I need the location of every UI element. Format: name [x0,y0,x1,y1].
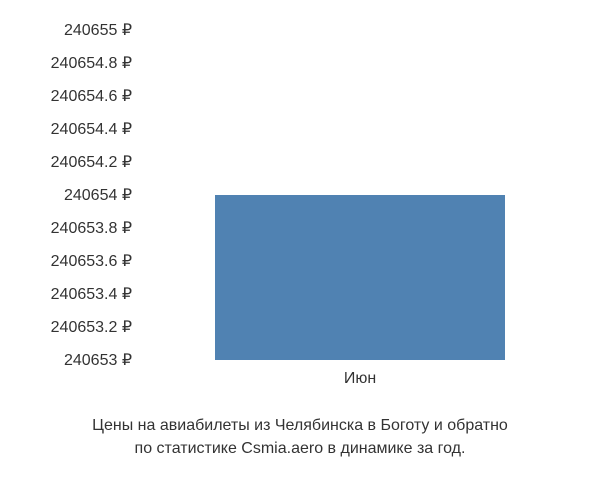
y-tick: 240654.6 ₽ [51,86,132,106]
chart-caption: Цены на авиабилеты из Челябинска в Богот… [0,415,600,460]
caption-line: Цены на авиабилеты из Челябинска в Богот… [0,415,600,437]
y-tick: 240654.8 ₽ [51,53,132,73]
y-tick: 240654.4 ₽ [51,119,132,139]
y-axis: 240655 ₽ 240654.8 ₽ 240654.6 ₽ 240654.4 … [0,30,140,360]
x-tick: Июн [344,370,376,388]
y-tick: 240654 ₽ [64,185,132,205]
y-tick: 240655 ₽ [64,20,132,40]
y-tick: 240653.2 ₽ [51,317,132,337]
y-tick: 240653.6 ₽ [51,251,132,271]
y-tick: 240653 ₽ [64,350,132,370]
y-tick: 240654.2 ₽ [51,152,132,172]
y-tick: 240653.8 ₽ [51,218,132,238]
caption-line: по статистике Csmia.aero в динамике за г… [0,438,600,460]
y-tick: 240653.4 ₽ [51,284,132,304]
chart-container: 240655 ₽ 240654.8 ₽ 240654.6 ₽ 240654.4 … [0,30,600,390]
bar [215,195,505,360]
plot-area: Июн [140,30,580,360]
